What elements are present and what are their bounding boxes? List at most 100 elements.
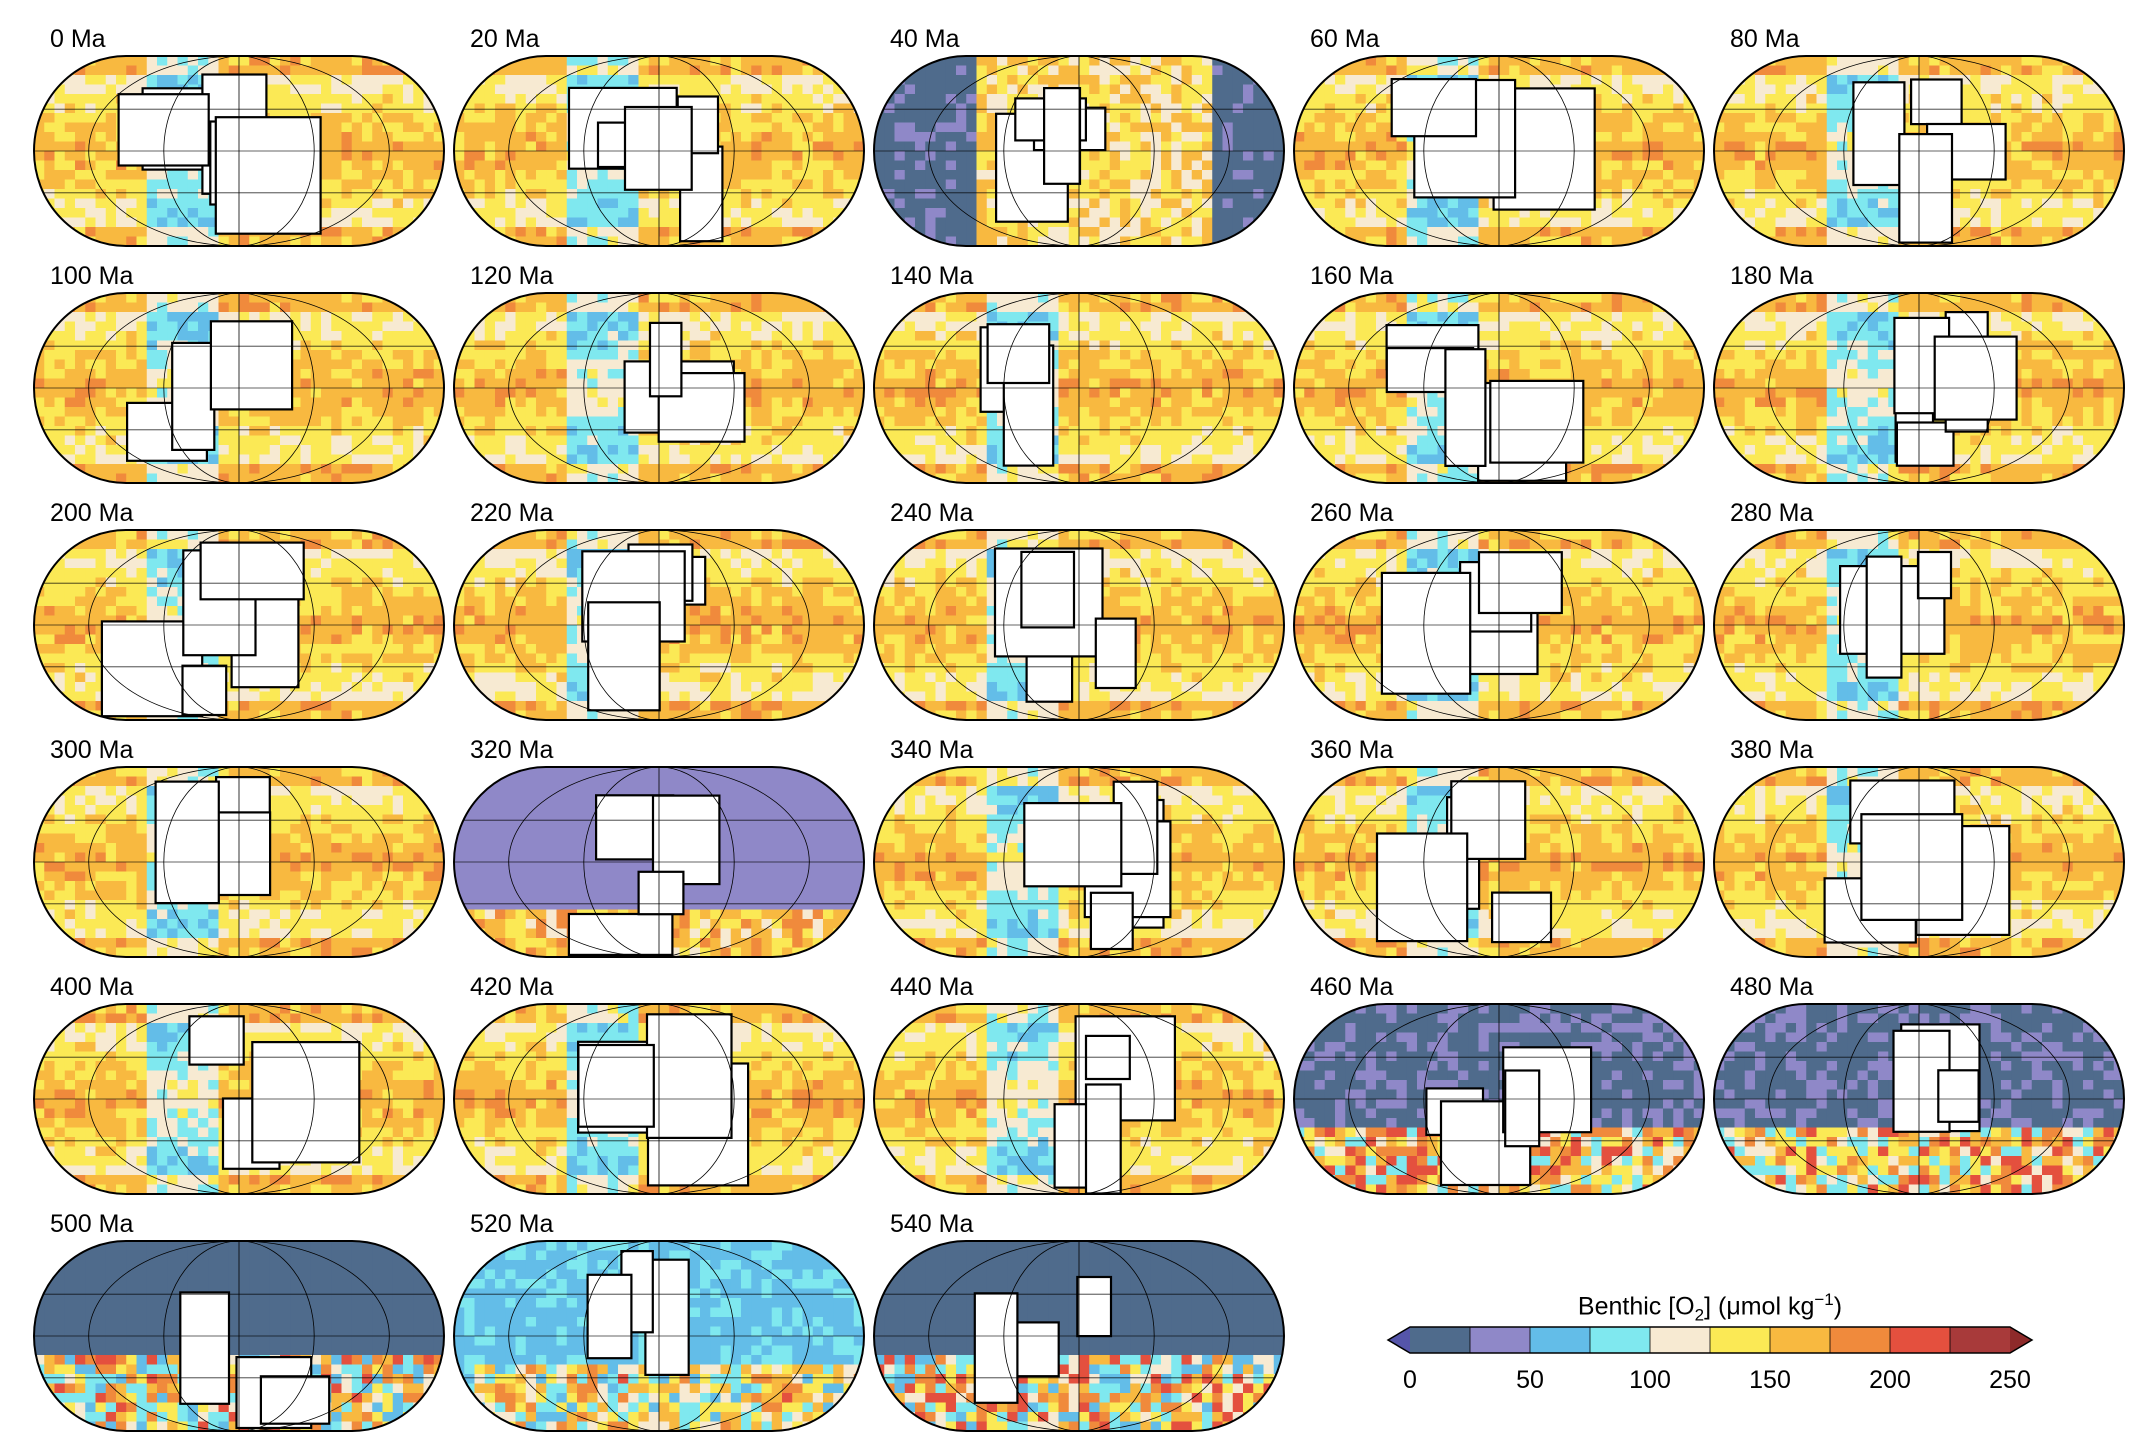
ocean-map — [33, 529, 445, 721]
panel-age-label: 180 Ma — [1730, 261, 1813, 291]
panel-age-label: 500 Ma — [50, 1209, 133, 1239]
continent — [251, 1040, 361, 1164]
ocean-map — [453, 55, 865, 247]
ocean-map — [1713, 529, 2125, 721]
map-panel: 340 Ma — [872, 735, 1292, 972]
panel-age-label: 420 Ma — [470, 972, 553, 1002]
continent — [1937, 1069, 1980, 1123]
ocean-map — [33, 292, 445, 484]
ocean-map — [1293, 766, 1705, 958]
panel-age-label: 100 Ma — [50, 261, 133, 291]
continent — [637, 870, 685, 916]
map-panel: 300 Ma — [32, 735, 452, 972]
colorbar-title-suffix: ) — [1834, 1292, 1842, 1320]
map-panel: 120 Ma — [452, 261, 872, 498]
map-panel: 440 Ma — [872, 972, 1292, 1209]
ocean-map — [873, 766, 1285, 958]
ocean-map — [33, 1240, 445, 1432]
continent — [179, 1291, 231, 1405]
map-panel: 200 Ma — [32, 498, 452, 735]
continent — [209, 320, 294, 411]
ocean-map — [1293, 529, 1705, 721]
map-panel: 460 Ma — [1292, 972, 1712, 1209]
continent — [181, 664, 228, 717]
panel-age-label: 380 Ma — [1730, 735, 1813, 765]
colorbar-tick-label: 100 — [1629, 1365, 1671, 1395]
continent — [1089, 891, 1134, 951]
continent — [1933, 335, 2018, 421]
continent — [1504, 1069, 1541, 1148]
ocean-map — [1293, 1003, 1705, 1195]
panel-age-label: 40 Ma — [890, 24, 959, 54]
continent — [587, 601, 661, 712]
continent — [1444, 348, 1487, 467]
colorbar-segment — [1830, 1327, 1891, 1353]
panel-age-label: 320 Ma — [470, 735, 553, 765]
ocean-map — [453, 529, 865, 721]
ocean-map — [453, 1240, 865, 1432]
map-panel: 540 Ma — [872, 1209, 1292, 1446]
continent — [1023, 801, 1123, 888]
panel-age-label: 340 Ma — [890, 735, 973, 765]
map-panel: 320 Ma — [452, 735, 872, 972]
panel-age-label: 400 Ma — [50, 972, 133, 1002]
map-panel: 80 Ma — [1712, 24, 2132, 261]
ocean-map — [453, 292, 865, 484]
continent — [651, 794, 721, 886]
panel-age-label: 240 Ma — [890, 498, 973, 528]
panel-age-label: 260 Ma — [1310, 498, 1393, 528]
continent — [1489, 379, 1585, 464]
panel-age-label: 480 Ma — [1730, 972, 1813, 1002]
panel-age-label: 440 Ma — [890, 972, 973, 1002]
colorbar-segment — [1590, 1327, 1651, 1353]
colorbar-tick-label: 150 — [1749, 1365, 1791, 1395]
ocean-map — [33, 1003, 445, 1195]
colorbar-segment — [1650, 1327, 1711, 1353]
map-panel: 0 Ma — [32, 24, 452, 261]
map-panel: 160 Ma — [1292, 261, 1712, 498]
ocean-map — [873, 529, 1285, 721]
continent — [973, 1292, 1019, 1404]
ocean-map — [453, 766, 865, 958]
continent — [1375, 832, 1469, 943]
map-panel: 260 Ma — [1292, 498, 1712, 735]
colorbar: Benthic [O2] (μmol kg−1) 0 50 100 150 200 250 — [1380, 1285, 2040, 1415]
map-panel: 500 Ma — [32, 1209, 452, 1446]
panel-age-label: 520 Ma — [470, 1209, 553, 1239]
colorbar-segment — [1890, 1327, 1951, 1353]
continent — [1390, 78, 1478, 138]
continent — [648, 321, 683, 398]
ocean-map — [453, 1003, 865, 1195]
continent — [199, 541, 305, 601]
colorbar-title: Benthic [O2] (μmol kg−1) — [1380, 1285, 2040, 1330]
panel-age-label: 80 Ma — [1730, 24, 1799, 54]
colorbar-segment — [1950, 1327, 2011, 1353]
ocean-map — [1713, 766, 2125, 958]
colorbar-tick-label: 250 — [1989, 1365, 2031, 1395]
colorbar-tick-label: 0 — [1403, 1365, 1417, 1395]
colorbar-title-mid: ] (μmol kg — [1704, 1292, 1814, 1320]
colorbar-title-sup: −1 — [1814, 1290, 1833, 1309]
continent — [1094, 617, 1137, 690]
continent — [586, 1273, 633, 1360]
continent — [188, 1015, 245, 1066]
ocean-map — [1713, 55, 2125, 247]
colorbar-segment — [1470, 1327, 1531, 1353]
map-panel: 400 Ma — [32, 972, 452, 1209]
panel-age-label: 120 Ma — [470, 261, 553, 291]
colorbar-segment — [1710, 1327, 1771, 1353]
map-panel: 480 Ma — [1712, 972, 2132, 1209]
continent — [1380, 571, 1472, 695]
colorbar-over-arrow — [2010, 1327, 2032, 1353]
panel-age-label: 0 Ma — [50, 24, 106, 54]
map-panel: 100 Ma — [32, 261, 452, 498]
ocean-map — [1293, 55, 1705, 247]
colorbar-under-arrow — [1388, 1327, 1410, 1353]
continent — [1477, 551, 1563, 615]
continent — [1865, 555, 1903, 679]
colorbar-segment — [1770, 1327, 1831, 1353]
ocean-map — [873, 1003, 1285, 1195]
continent — [1910, 78, 1963, 126]
map-panel: 40 Ma — [872, 24, 1292, 261]
map-panel: 520 Ma — [452, 1209, 872, 1446]
